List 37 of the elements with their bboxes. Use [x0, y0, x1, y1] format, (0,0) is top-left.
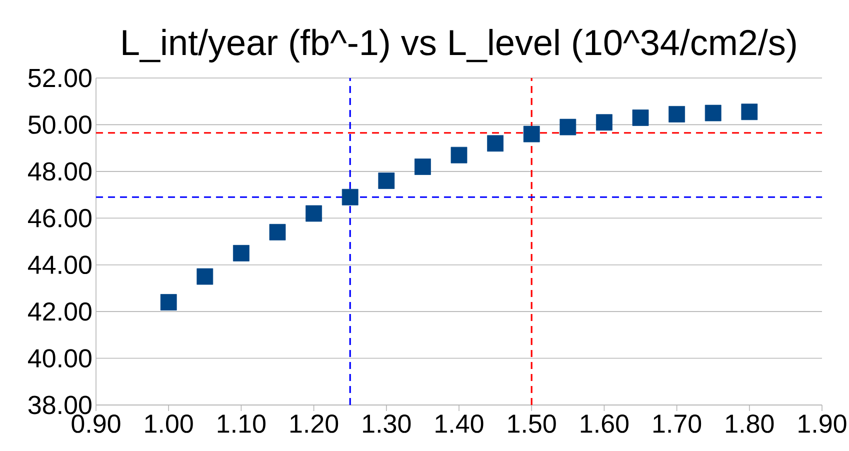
- point: [704, 104, 722, 122]
- y-tick-label: 44.00: [28, 256, 92, 274]
- point: [450, 146, 468, 164]
- x-tick-label: 1.20: [290, 414, 338, 433]
- y-tick-label: 40.00: [28, 349, 92, 368]
- x-tick-label: 1.70: [653, 414, 702, 433]
- y-tick-label: 52.00: [28, 68, 92, 88]
- point: [414, 158, 431, 175]
- y-tick-label: 48.00: [28, 162, 92, 181]
- point: [196, 268, 214, 285]
- y-tick-label: 50.00: [28, 116, 92, 134]
- point: [378, 172, 395, 189]
- point: [342, 188, 358, 206]
- point: [487, 135, 504, 152]
- x-tick-label: 1.10: [218, 414, 266, 433]
- point: [269, 224, 286, 240]
- point: [233, 244, 250, 262]
- point: [523, 126, 540, 142]
- x-tick-label: 1.40: [436, 414, 484, 433]
- chart-title: L_int/year (fb^-1) vs L_level (10^34/cm2/s): [122, 28, 796, 62]
- point: [632, 110, 649, 126]
- point: [668, 106, 686, 122]
- point: [306, 205, 322, 222]
- x-tick-label: 1.80: [726, 414, 774, 433]
- y-tick-label: 42.00: [28, 302, 92, 321]
- x-tick-label: 1.30: [363, 414, 411, 433]
- x-tick-label: 1.00: [145, 414, 193, 433]
- x-tick-label: 1.60: [580, 414, 628, 433]
- x-tick-label: 1.90: [798, 414, 846, 433]
- point: [560, 118, 576, 136]
- point: [160, 294, 177, 310]
- point: [741, 104, 758, 120]
- y-tick-label: 46.00: [28, 208, 92, 228]
- x-tick-label: 1.50: [508, 414, 556, 433]
- x-tick-label: 0.90: [72, 414, 120, 433]
- point: [596, 114, 612, 131]
- y-tick-label: 38.00: [28, 396, 92, 414]
